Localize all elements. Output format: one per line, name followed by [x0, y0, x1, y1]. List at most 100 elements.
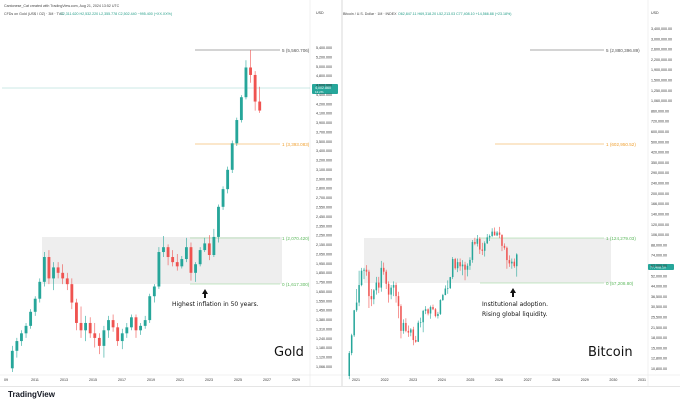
- candle-body: [360, 270, 363, 286]
- gold-annotation: Highest inflation in 50 years.: [172, 301, 259, 308]
- y-tick-label: 3,100.000: [316, 168, 332, 172]
- y-tick-label: 25,500.00: [651, 315, 667, 319]
- candle-body: [461, 264, 464, 267]
- candle-body: [258, 101, 262, 111]
- y-tick-label: 2,050.000: [316, 252, 332, 256]
- y-tick-label: 1,310.000: [316, 327, 332, 331]
- candle-body: [483, 243, 486, 251]
- candle-body: [157, 252, 161, 287]
- candle-body: [56, 267, 60, 273]
- x-tick-label: 2023: [409, 378, 417, 382]
- y-tick-label: 18,000.00: [651, 336, 667, 340]
- y-tick-label: 1,380.000: [316, 318, 332, 322]
- y-tick-label: 290,000.00: [651, 171, 669, 175]
- candle-body: [47, 257, 51, 279]
- candle-body: [395, 285, 397, 297]
- candle-body: [230, 143, 234, 170]
- candle-body: [382, 267, 385, 272]
- candle-body: [221, 189, 225, 207]
- x-tick-label: 2019: [147, 378, 155, 382]
- y-tick-label: 5,400.000: [316, 46, 332, 50]
- candle-body: [424, 309, 427, 311]
- candle-body: [355, 302, 358, 311]
- candle-body: [501, 234, 503, 246]
- candle-body: [203, 243, 207, 251]
- y-tick-label: 1,850.000: [316, 271, 332, 275]
- y-tick-label: 1,120.000: [316, 356, 332, 360]
- y-tick-label: 5,200.000: [316, 55, 332, 59]
- y-tick-label: 1,450.000: [316, 309, 332, 313]
- y-tick-label: 2,350.000: [316, 224, 332, 228]
- candle-body: [432, 307, 434, 310]
- candle-body: [412, 329, 415, 341]
- candle-body: [373, 290, 375, 300]
- candle-body: [385, 271, 387, 284]
- candle-body: [38, 281, 42, 299]
- candle-body: [474, 241, 476, 244]
- candle-body: [249, 67, 252, 75]
- candle-body: [107, 320, 110, 331]
- candle-body: [405, 322, 407, 331]
- y-tick-label: 600,000.00: [651, 130, 669, 134]
- candle-body: [456, 262, 459, 269]
- y-tick-label: 2,250.000: [316, 234, 332, 238]
- candle-body: [503, 245, 506, 248]
- gold-x-axis: 09 2011 2013 2015 2017 2019 2021 2023 2025 2027 20…: [4, 378, 300, 382]
- candle-body: [422, 310, 424, 323]
- candle-body: [189, 247, 193, 273]
- x-tick-label: 2021: [176, 378, 184, 382]
- candle-body: [244, 67, 248, 98]
- candle-body: [392, 285, 395, 288]
- y-tick-label: 1,066.000: [316, 365, 332, 369]
- gold-level-1-upper-label: 1 (3,393.083): [282, 142, 310, 147]
- y-tick-label: 4,400.000: [316, 93, 332, 97]
- y-tick-label: 5,000.000: [316, 65, 332, 69]
- y-tick-label: 3,400,000.00: [651, 27, 672, 31]
- candle-body: [402, 322, 405, 331]
- candle-body: [506, 247, 508, 261]
- candle-body: [15, 341, 19, 351]
- x-tick-label: 2021: [352, 378, 360, 382]
- candle-body: [129, 317, 133, 328]
- candle-body: [442, 295, 444, 301]
- candle-body: [486, 237, 488, 244]
- y-tick-label: 1,500,000.00: [651, 79, 672, 83]
- btc-label: Bitcoin: [588, 345, 633, 360]
- candle-body: [61, 272, 65, 279]
- candle-body: [226, 169, 230, 190]
- btc-annotation-line-1: Institutional adoption.: [482, 301, 548, 308]
- candle-body: [217, 206, 220, 237]
- y-tick-label: 3,500.000: [316, 140, 332, 144]
- y-tick-label: 2,550.000: [316, 206, 332, 210]
- gold-consolidation-box: [42, 237, 282, 284]
- author-line: Cantonese_Cat created with TradingView.c…: [4, 4, 120, 8]
- btc-arrow-stem: [512, 293, 514, 297]
- candle-body: [439, 300, 442, 314]
- y-tick-label: 88,000.00: [651, 243, 667, 247]
- candle-body: [194, 264, 197, 273]
- candle-body: [471, 241, 474, 260]
- candle-body: [476, 238, 479, 244]
- candle-body: [459, 262, 461, 267]
- candle-body: [417, 322, 419, 342]
- candle-body: [508, 260, 511, 264]
- gold-label: Gold: [274, 345, 304, 360]
- candle-body: [454, 259, 456, 269]
- candle-body: [10, 350, 14, 369]
- x-tick-label: 2029: [581, 378, 589, 382]
- x-tick-label: 2028: [552, 378, 560, 382]
- x-tick-label: 2017: [118, 378, 126, 382]
- candle-body: [120, 333, 124, 342]
- candle-body: [479, 238, 481, 250]
- y-tick-label: 1,550.000: [316, 299, 332, 303]
- candle-body: [493, 231, 496, 236]
- x-tick-label: 2011: [31, 378, 39, 382]
- gold-level-1-label: 1 (2,070.420): [282, 236, 310, 241]
- candle-body: [235, 120, 239, 144]
- candle-body: [239, 97, 243, 121]
- btc-level-0-label: 0 (57,208.80): [606, 281, 634, 286]
- candle-body: [513, 261, 516, 267]
- candle-body: [125, 327, 129, 334]
- candle-body: [390, 287, 392, 295]
- candle-body: [143, 320, 147, 326]
